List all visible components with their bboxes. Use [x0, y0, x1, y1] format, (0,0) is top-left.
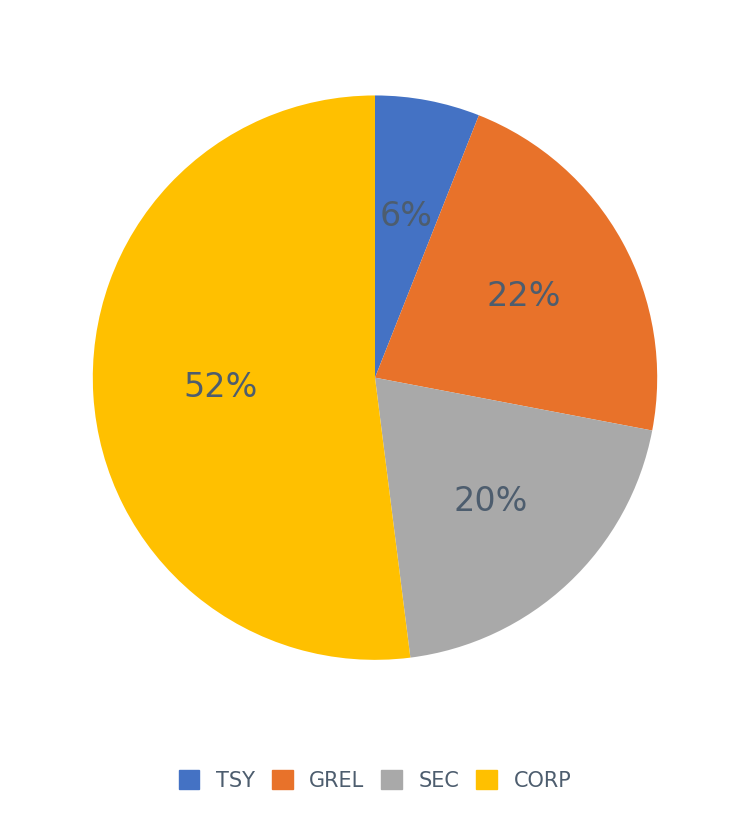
- Text: 6%: 6%: [380, 200, 432, 233]
- Wedge shape: [93, 95, 410, 660]
- Legend: TSY, GREL, SEC, CORP: TSY, GREL, SEC, CORP: [178, 770, 572, 790]
- Wedge shape: [375, 95, 479, 378]
- Text: 20%: 20%: [454, 485, 528, 518]
- Text: 22%: 22%: [486, 280, 561, 313]
- Wedge shape: [375, 378, 652, 657]
- Wedge shape: [375, 115, 657, 431]
- Text: 52%: 52%: [183, 371, 257, 404]
